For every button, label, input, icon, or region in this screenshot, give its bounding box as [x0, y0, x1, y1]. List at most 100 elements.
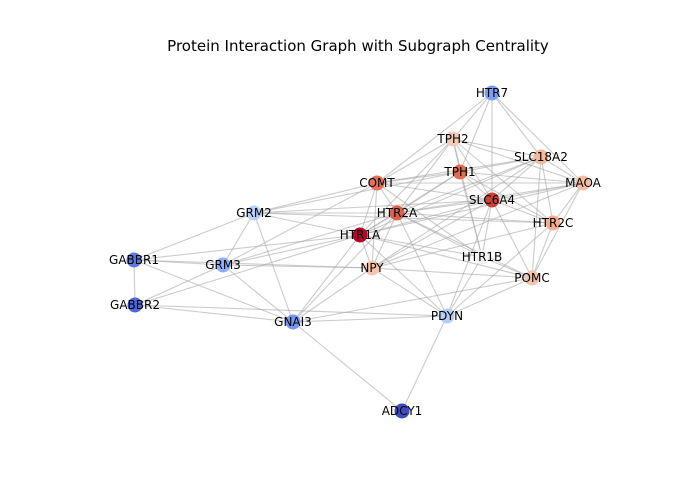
node-label-htr2c: HTR2C: [533, 216, 574, 230]
node-slc6a4: [484, 192, 500, 208]
node-label-gnai3: GNAI3: [274, 315, 312, 329]
edge-gabbr2-pdyn: [134, 304, 448, 317]
node-htr2a: [389, 205, 405, 221]
node-label-htr7: HTR7: [476, 86, 508, 100]
edge-tph1-grm2: [253, 171, 461, 214]
edge-slc18a2-pomc: [531, 156, 542, 279]
edge-htr7-maoa: [491, 92, 584, 184]
node-label-htr2a: HTR2A: [377, 206, 418, 220]
edge-slc18a2-htr1a: [359, 156, 542, 236]
node-label-grm3: GRM3: [205, 258, 241, 272]
edge-npy-gnai3: [292, 267, 373, 323]
edge-slc18a2-maoa: [540, 156, 584, 184]
edge-comt-grm3: [222, 182, 378, 266]
node-label-gabbr1: GABBR1: [109, 253, 159, 267]
node-grm3: [215, 257, 231, 273]
edge-gabbr2-gnai3: [134, 304, 294, 323]
node-gabbr1: [126, 252, 142, 268]
edge-grm3-npy: [222, 264, 373, 269]
node-gnai3: [285, 314, 301, 330]
node-npy: [364, 260, 380, 276]
edge-maoa-npy: [371, 182, 584, 269]
edge-maoa-pomc: [531, 182, 584, 279]
edge-grm2-gabbr1: [133, 212, 255, 261]
edge-htr1a-gabbr2: [134, 234, 361, 306]
node-label-htr1a: HTR1A: [340, 228, 381, 242]
edge-grm3-gabbr2: [134, 264, 224, 306]
edge-pomc-pdyn: [446, 277, 533, 317]
node-label-comt: COMT: [359, 176, 395, 190]
edge-gnai3-pdyn: [292, 315, 448, 323]
edge-tph1-maoa: [459, 171, 584, 184]
node-htr1b: [474, 249, 490, 265]
edge-comt-grm2: [253, 182, 378, 214]
edge-htr2a-htr2c: [396, 212, 554, 224]
node-label-pdyn: PDYN: [431, 309, 463, 323]
edge-slc6a4-grm2: [253, 199, 493, 214]
edge-slc6a4-htr1b: [481, 199, 493, 258]
edge-pdyn-adcy1: [401, 315, 448, 412]
edge-htr7-comt: [376, 92, 493, 184]
node-slc18a2: [533, 149, 549, 165]
node-tph1: [452, 164, 468, 180]
edge-slc6a4-pdyn: [446, 199, 493, 317]
edge-grm2-htr2c: [253, 212, 554, 224]
node-pdyn: [439, 308, 455, 324]
edge-grm2-gnai3: [253, 212, 294, 323]
node-maoa: [575, 175, 591, 191]
node-label-gabbr2: GABBR2: [110, 298, 160, 312]
edge-gabbr1-gabbr2: [133, 259, 136, 306]
edge-maoa-htr2c: [552, 182, 584, 224]
node-adcy1: [394, 403, 410, 419]
node-gabbr2: [127, 297, 143, 313]
edge-htr7-tph2: [452, 92, 493, 140]
edge-tph1-comt: [376, 171, 461, 184]
edge-htr2a-pdyn: [396, 212, 448, 317]
labels-layer: HTR7 TPH2 SLC18A2 TPH1 COMT MAOA SLC6A4 GRM2 HTR…: [109, 86, 602, 418]
edge-comt-slc6a4: [376, 182, 493, 201]
node-label-slc6a4: SLC6A4: [469, 193, 515, 207]
node-label-grm2: GRM2: [236, 206, 272, 220]
edge-tph2-htr2c: [452, 138, 554, 224]
edge-tph1-htr1b: [459, 171, 483, 258]
edge-tph2-slc18a2: [452, 138, 542, 158]
edge-npy-pdyn: [371, 267, 448, 317]
edge-htr1a-gnai3: [292, 234, 361, 323]
node-htr7: [484, 85, 500, 101]
edge-comt-npy: [371, 182, 378, 269]
node-htr2c: [545, 215, 561, 231]
node-label-npy: NPY: [360, 261, 384, 275]
edge-htr1b-pomc: [481, 256, 533, 279]
chart-title: Protein Interaction Graph with Subgraph …: [167, 37, 549, 55]
node-label-maoa: MAOA: [565, 176, 602, 190]
edge-htr1b-pdyn: [446, 256, 483, 317]
edge-slc6a4-htr2a: [396, 199, 493, 214]
edge-slc18a2-slc6a4: [491, 156, 542, 201]
edge-grm3-gnai3: [222, 264, 294, 323]
edge-comt-htr1a: [359, 182, 378, 236]
edges-layer: [133, 92, 584, 412]
edge-htr2c-pdyn: [446, 222, 554, 317]
edge-gnai3-adcy1: [292, 321, 403, 412]
edge-grm2-grm3: [222, 212, 255, 266]
edge-htr1a-htr1b: [359, 234, 483, 258]
node-grm2: [246, 205, 262, 221]
node-comt: [369, 175, 385, 191]
edge-pomc-gnai3: [292, 277, 533, 323]
edge-slc6a4-htr2c: [491, 199, 554, 224]
edge-htr2a-grm3: [222, 212, 398, 266]
edge-htr2a-npy: [371, 212, 398, 269]
edge-htr1a-gabbr1: [133, 234, 361, 261]
node-label-htr1b: HTR1B: [462, 250, 503, 264]
edge-tph2-comt: [376, 138, 454, 184]
edge-htr1a-pdyn: [359, 234, 448, 317]
node-label-tph2: TPH2: [436, 132, 468, 146]
edge-tph2-htr2a: [396, 138, 454, 214]
edge-slc6a4-pomc: [491, 199, 533, 279]
edge-npy-pomc: [371, 267, 533, 279]
node-htr1a: [352, 227, 368, 243]
nodes-layer: [126, 85, 591, 419]
edge-htr1a-pomc: [359, 234, 533, 279]
